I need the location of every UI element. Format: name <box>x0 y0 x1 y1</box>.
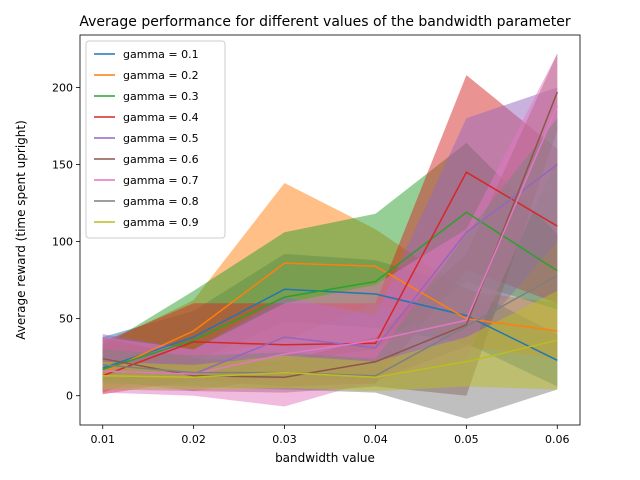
line-series-7 <box>102 105 558 375</box>
legend-label: gamma = 0.8 <box>123 195 199 208</box>
y-axis-ticks: 0 50 100 150 200 <box>52 81 80 403</box>
line-series-2 <box>102 262 558 374</box>
legend-label: gamma = 0.7 <box>123 174 199 187</box>
line-series-3 <box>102 211 558 371</box>
legend: gamma = 0.1 gamma = 0.2 gamma = 0.3 gamma =… <box>85 40 226 239</box>
legend-label: gamma = 0.3 <box>123 90 199 103</box>
y-tick-label: 150 <box>52 158 73 171</box>
y-tick-label: 200 <box>52 81 73 94</box>
series-lines <box>102 91 558 378</box>
y-tick-label: 100 <box>52 236 73 249</box>
legend-label: gamma = 0.9 <box>123 216 199 229</box>
legend-label: gamma = 0.4 <box>123 111 199 124</box>
x-tick-label: 0.04 <box>363 433 388 446</box>
x-tick-label: 0.03 <box>272 433 297 446</box>
line-series-9 <box>102 339 558 378</box>
x-tick-label: 0.05 <box>454 433 479 446</box>
legend-label: gamma = 0.5 <box>123 132 199 145</box>
y-tick-label: 0 <box>66 390 73 403</box>
chart-title: Average performance for different values… <box>79 14 570 30</box>
confidence-bands <box>102 53 558 419</box>
line-series-1 <box>102 288 558 369</box>
x-tick-label: 0.02 <box>181 433 206 446</box>
line-series-4 <box>102 171 558 377</box>
y-axis-label: Average reward (time spent upright) <box>14 120 28 340</box>
legend-label: gamma = 0.1 <box>123 48 199 61</box>
x-axis-label: bandwidth value <box>275 451 375 465</box>
plot-frame <box>79 34 581 426</box>
y-tick-label: 50 <box>59 313 73 326</box>
legend-label: gamma = 0.6 <box>123 153 199 166</box>
x-axis-ticks: 0.01 0.02 0.03 0.04 0.05 0.06 <box>90 425 570 446</box>
legend-box <box>85 40 226 239</box>
x-tick-label: 0.01 <box>90 433 115 446</box>
x-tick-label: 0.06 <box>545 433 570 446</box>
legend-label: gamma = 0.2 <box>123 69 199 82</box>
